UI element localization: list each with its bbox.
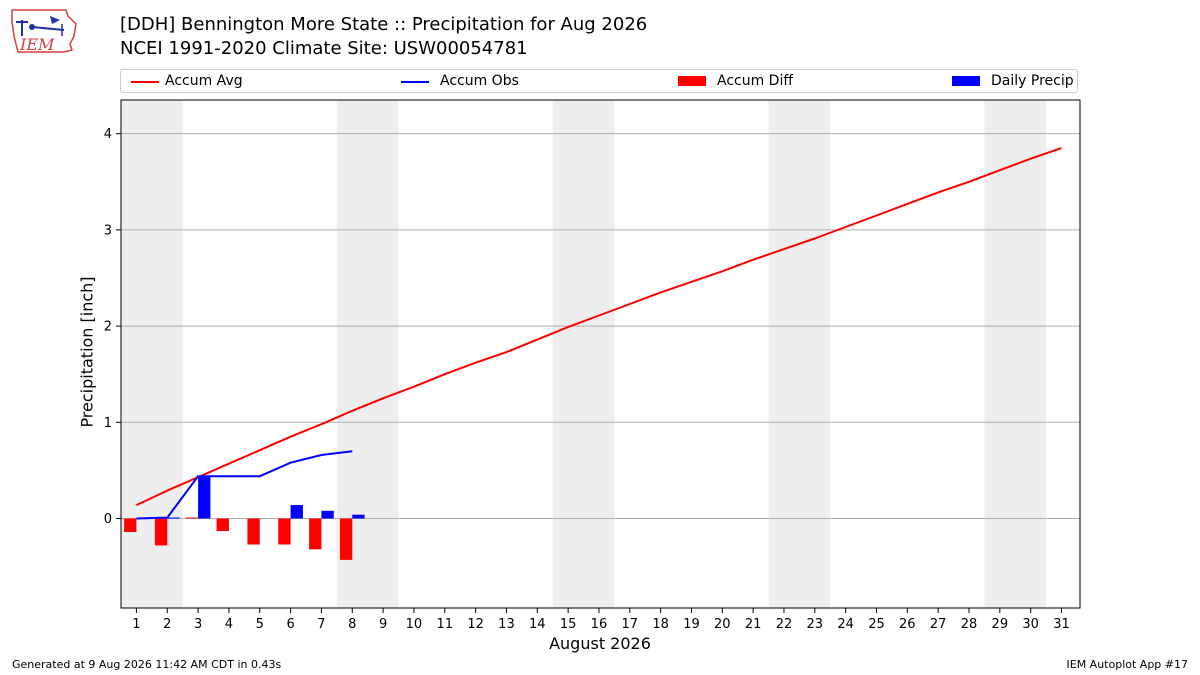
x-tick-label: 29 — [992, 617, 1009, 632]
legend-label-accum-diff: Accum Diff — [717, 73, 794, 89]
daily-precip-bar — [290, 505, 303, 519]
x-tick-label: 28 — [961, 617, 978, 632]
x-tick-label: 10 — [406, 617, 423, 632]
x-axis-label: August 2026 — [549, 634, 651, 653]
x-tick-label: 2 — [163, 617, 171, 632]
x-tick-label: 15 — [560, 617, 577, 632]
accum-avg-line — [135, 147, 1062, 507]
x-tick-label: 17 — [622, 617, 639, 632]
x-tick-label: 6 — [286, 617, 294, 632]
x-tick-label: 30 — [1022, 617, 1039, 632]
x-tick-label: 11 — [437, 617, 454, 632]
x-tick-label: 20 — [714, 617, 731, 632]
daily-precip-bar — [167, 517, 180, 519]
line-series — [135, 147, 1062, 520]
x-tick-label: 9 — [379, 617, 387, 632]
footer-app: IEM Autoplot App #17 — [1066, 658, 1189, 671]
y-tick-label: 4 — [104, 127, 112, 142]
weekend-shade — [552, 100, 615, 608]
daily-precip-bar — [321, 510, 334, 519]
x-tick-label: 22 — [776, 617, 793, 632]
svg-text:IEM: IEM — [19, 35, 55, 54]
accum-diff-bar — [247, 518, 260, 545]
bar-series — [124, 477, 365, 560]
weekend-shade — [984, 100, 1047, 608]
x-tick-label: 21 — [745, 617, 762, 632]
x-tick-label: 31 — [1053, 617, 1070, 632]
x-tick-label: 18 — [652, 617, 669, 632]
accum-diff-bar — [124, 518, 137, 532]
y-tick-label: 1 — [104, 416, 112, 431]
x-tick-label: 4 — [225, 617, 233, 632]
x-tick-label: 13 — [498, 617, 515, 632]
y-tick-label: 0 — [104, 512, 112, 527]
y-tick-label: 2 — [104, 320, 112, 335]
x-tick-label: 1 — [132, 617, 140, 632]
x-tick-label: 24 — [837, 617, 854, 632]
legend-label-daily-precip: Daily Precip — [991, 73, 1074, 89]
x-tick-label: 23 — [807, 617, 824, 632]
daily-precip-bar — [352, 514, 365, 519]
legend-swatch-accum-obs — [401, 81, 429, 83]
legend-swatch-daily-precip — [952, 76, 980, 86]
accum-diff-bar — [154, 518, 168, 546]
x-tick-label: 27 — [930, 617, 947, 632]
x-tick-label: 12 — [467, 617, 484, 632]
accum-diff-bar — [309, 518, 322, 550]
x-tick-label: 8 — [348, 617, 356, 632]
plot-frame — [120, 99, 1081, 609]
weekend-shade — [768, 100, 831, 608]
chart-title-line2: NCEI 1991-2020 Climate Site: USW00054781 — [120, 38, 528, 59]
chart-title: [DDH] Bennington More State :: Precipita… — [120, 13, 647, 61]
accum-diff-bar — [185, 517, 199, 519]
legend-swatch-accum-diff — [678, 76, 706, 86]
chart-title-line1: [DDH] Bennington More State :: Precipita… — [120, 14, 648, 35]
x-tick-label: 14 — [529, 617, 546, 632]
footer-generated: Generated at 9 Aug 2026 11:42 AM CDT in … — [12, 658, 282, 671]
y-axis-label: Precipitation [inch] — [77, 276, 97, 428]
x-tick-label: 3 — [194, 617, 202, 632]
iem-logo: IEM — [8, 6, 82, 58]
x-tick-label: 25 — [868, 617, 885, 632]
accum-diff-bar — [339, 518, 353, 560]
legend-label-accum-obs: Accum Obs — [440, 73, 519, 89]
accum-diff-bar — [278, 518, 291, 545]
x-tick-label: 7 — [317, 617, 325, 632]
x-tick-label: 19 — [683, 617, 700, 632]
accum-diff-bar — [216, 518, 229, 532]
legend-label-accum-avg: Accum Avg — [165, 73, 243, 89]
accum-obs-line — [136, 450, 353, 520]
x-tick-label: 5 — [256, 617, 264, 632]
x-tick-label: 16 — [591, 617, 608, 632]
daily-precip-bar — [198, 477, 211, 519]
y-tick-label: 3 — [104, 223, 112, 238]
x-tick-label: 26 — [899, 617, 916, 632]
legend-swatch-accum-avg — [131, 81, 159, 83]
chart-legend: Accum Avg Accum Obs Accum Diff Daily Pre… — [120, 69, 1078, 93]
